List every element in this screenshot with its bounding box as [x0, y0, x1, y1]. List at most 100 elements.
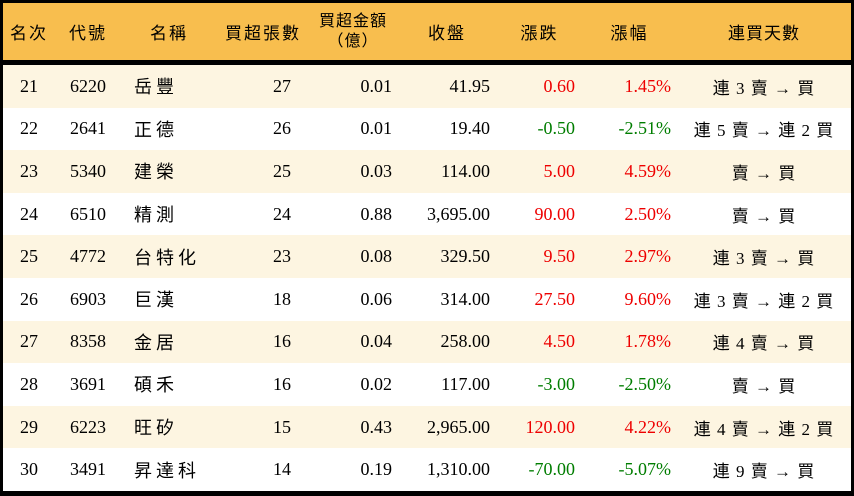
cell-change: 4.50 [543, 331, 576, 352]
cell-amount: 0.04 [360, 331, 393, 352]
table-row: 21 6220 岳豐 27 0.01 41.95 0.60 1.45% 連 3 … [3, 65, 851, 108]
cell-code: 6510 [70, 203, 106, 224]
table-row: 22 2641 正德 26 0.01 19.40 -0.50 -2.51% 連 … [3, 107, 851, 151]
cell-volume: 27 [273, 75, 291, 96]
cell-rank: 27 [20, 331, 38, 352]
col-header-change-pct: 漲幅 [610, 24, 649, 43]
cell-code: 3491 [70, 459, 106, 480]
col-header-name: 名稱 [150, 24, 188, 43]
header-separator [3, 60, 851, 65]
cell-streak: 連 3 賣 → 買 [712, 78, 816, 98]
cell-change-pct: 2.97% [624, 246, 672, 267]
cell-name: 碩禾 [134, 375, 178, 396]
cell-change-pct: 2.50% [624, 203, 672, 224]
cell-name: 建榮 [134, 162, 178, 183]
cell-code: 6223 [70, 416, 106, 437]
col-header-close: 收盤 [428, 24, 466, 43]
cell-name: 巨漢 [134, 290, 178, 311]
table-row: 27 8358 金居 16 0.04 258.00 4.50 1.78% 連 4… [3, 320, 851, 364]
col-header-amount-line2: （億） [327, 32, 379, 50]
table-row: 28 3691 碩禾 16 0.02 117.00 -3.00 -2.50% 賣… [3, 363, 851, 406]
cell-rank: 21 [20, 75, 38, 96]
cell-change-pct: -2.51% [618, 118, 672, 139]
cell-amount: 0.06 [360, 288, 393, 309]
cell-name: 岳豐 [134, 77, 178, 98]
cell-change: 5.00 [543, 160, 576, 181]
cell-code: 2641 [70, 118, 106, 139]
cell-close: 258.00 [440, 331, 491, 352]
cell-volume: 25 [273, 160, 291, 181]
table-header: 名次 代號 名稱 買超張數 買超金額 （億） 收盤 漲跌 漲幅 連買天數 [3, 3, 851, 60]
cell-close: 41.95 [449, 75, 491, 96]
cell-close: 117.00 [441, 373, 490, 394]
cell-code: 6903 [70, 288, 106, 309]
col-header-amount-line1: 買超金額 [318, 13, 387, 31]
cell-change: 0.60 [543, 75, 576, 96]
cell-name: 精測 [134, 205, 178, 226]
col-header-code: 代號 [69, 24, 107, 43]
cell-rank: 23 [20, 160, 38, 181]
cell-streak: 賣 → 買 [731, 206, 797, 226]
table-row: 26 6903 巨漢 18 0.06 314.00 27.50 9.60% 連 … [3, 277, 851, 321]
cell-volume: 26 [273, 118, 291, 139]
table-row: 30 3491 昇達科 14 0.19 1,310.00 -70.00 -5.0… [3, 448, 851, 491]
cell-amount: 0.03 [360, 160, 393, 181]
cell-amount: 0.19 [360, 459, 393, 480]
cell-streak: 賣 → 買 [731, 376, 797, 396]
cell-volume: 23 [273, 246, 291, 267]
cell-streak: 賣 → 買 [731, 163, 797, 183]
cell-volume: 18 [273, 288, 291, 309]
cell-close: 114.00 [441, 160, 490, 181]
cell-close: 314.00 [440, 288, 491, 309]
cell-amount: 0.01 [360, 118, 393, 139]
cell-close: 329.50 [440, 246, 491, 267]
cell-amount: 0.88 [360, 203, 393, 224]
cell-change: 9.50 [543, 246, 576, 267]
cell-streak: 連 4 賣 → 買 [712, 334, 816, 354]
cell-name: 正德 [134, 119, 178, 140]
cell-code: 3691 [70, 373, 106, 394]
cell-change-pct: 9.60% [624, 288, 672, 309]
cell-amount: 0.08 [360, 246, 393, 267]
cell-name: 金居 [134, 332, 178, 353]
cell-change-pct: -5.07% [618, 459, 672, 480]
cell-change: 120.00 [525, 416, 576, 437]
cell-change-pct: 4.22% [624, 416, 672, 437]
cell-name: 昇達科 [134, 460, 200, 481]
cell-volume: 24 [273, 203, 291, 224]
cell-change-pct: -2.50% [618, 373, 672, 394]
cell-name: 台特化 [134, 247, 200, 268]
cell-close: 2,965.00 [427, 416, 490, 437]
cell-rank: 28 [20, 373, 38, 394]
col-header-rank: 名次 [10, 24, 48, 43]
cell-volume: 16 [273, 373, 291, 394]
col-header-streak: 連買天數 [728, 24, 800, 43]
col-header-amount: 買超金額 （億） [309, 12, 397, 50]
cell-rank: 24 [20, 203, 38, 224]
cell-rank: 25 [20, 246, 38, 267]
cell-streak: 連 9 賣 → 買 [712, 462, 816, 482]
cell-volume: 16 [273, 331, 291, 352]
cell-change-pct: 1.45% [624, 75, 672, 96]
table-row: 25 4772 台特化 23 0.08 329.50 9.50 2.97% 連 … [3, 235, 851, 278]
cell-volume: 14 [273, 459, 291, 480]
cell-streak: 連 3 賣 → 連 2 買 [693, 291, 835, 311]
cell-streak: 連 3 賣 → 買 [712, 249, 816, 269]
cell-name: 旺矽 [134, 418, 178, 439]
cell-amount: 0.02 [360, 373, 393, 394]
cell-change: -3.00 [537, 373, 576, 394]
cell-change: 90.00 [534, 203, 576, 224]
table-row: 24 6510 精測 24 0.88 3,695.00 90.00 2.50% … [3, 192, 851, 236]
cell-rank: 29 [20, 416, 38, 437]
cell-close: 19.40 [449, 118, 491, 139]
cell-rank: 30 [20, 459, 38, 480]
cell-streak: 連 5 賣 → 連 2 買 [693, 121, 835, 141]
cell-rank: 22 [20, 118, 38, 139]
table-body: 21 6220 岳豐 27 0.01 41.95 0.60 1.45% 連 3 … [3, 65, 851, 491]
cell-code: 6220 [70, 75, 106, 96]
cell-rank: 26 [20, 288, 38, 309]
cell-change-pct: 4.59% [624, 160, 672, 181]
table-row: 23 5340 建榮 25 0.03 114.00 5.00 4.59% 賣 →… [3, 150, 851, 193]
cell-close: 1,310.00 [427, 459, 490, 480]
